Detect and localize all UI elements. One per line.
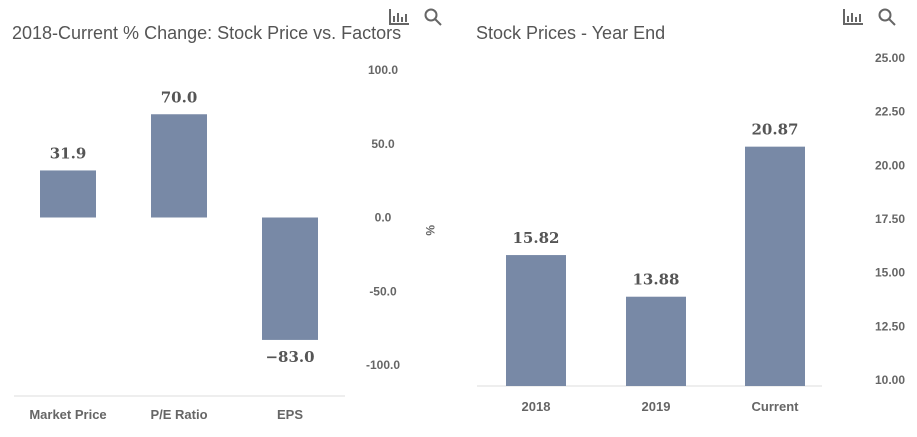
chart1-bar-market-price[interactable] [40, 170, 96, 218]
chart1-ytick-label: -50.0 [369, 284, 397, 298]
chart1-category-label: Market Price [29, 407, 106, 422]
chart1-category-label: P/E Ratio [150, 407, 207, 422]
chart1-ytick-label: -100.0 [366, 358, 400, 372]
chart1-search-icon[interactable] [424, 8, 442, 26]
chart2-category-label: 2018 [522, 399, 551, 414]
chart1-title: 2018-Current % Change: Stock Price vs. F… [12, 23, 401, 43]
chart2-data-label: 13.88 [633, 271, 680, 289]
chart1-category-label: EPS [277, 407, 303, 422]
chart2-ytick-label: 20.00 [875, 158, 905, 172]
chart2-title: Stock Prices - Year End [476, 23, 665, 43]
chart1-data-label: −83.0 [265, 348, 314, 366]
chart1-data-label: 70.0 [161, 88, 198, 106]
chart2-ytick-label: 12.50 [875, 319, 905, 333]
chart2-bar-chart-icon[interactable] [843, 9, 863, 25]
chart1-ytick-label: 100.0 [368, 63, 398, 77]
chart1-ylabel: % [423, 225, 437, 236]
chart1-bar-chart-icon[interactable] [389, 9, 409, 25]
chart1-data-label: 31.9 [50, 144, 87, 162]
chart2-search-icon[interactable] [878, 8, 896, 26]
chart2-ytick-label: 10.00 [875, 373, 905, 387]
chart1-ytick-label: 0.0 [375, 211, 392, 225]
chart2-ytick-label: 17.50 [875, 212, 905, 226]
chart2-ytick-label: 25.00 [875, 51, 905, 65]
chart2-bar-2018[interactable] [506, 255, 566, 386]
chart1-ytick-label: 50.0 [371, 137, 395, 151]
chart1-bar-eps[interactable] [262, 217, 318, 340]
chart2-data-label: 20.87 [752, 121, 799, 139]
chart2-bar-current[interactable] [745, 146, 805, 386]
chart2-category-label: 2019 [642, 399, 671, 414]
chart1-bar-p-e-ratio[interactable] [151, 114, 207, 218]
chart2-ytick-label: 15.00 [875, 266, 905, 280]
chart2-ytick-label: 22.50 [875, 105, 905, 119]
chart2-bar-2019[interactable] [626, 296, 686, 386]
chart2-data-label: 15.82 [513, 229, 560, 247]
chart2-category-label: Current [752, 399, 800, 414]
